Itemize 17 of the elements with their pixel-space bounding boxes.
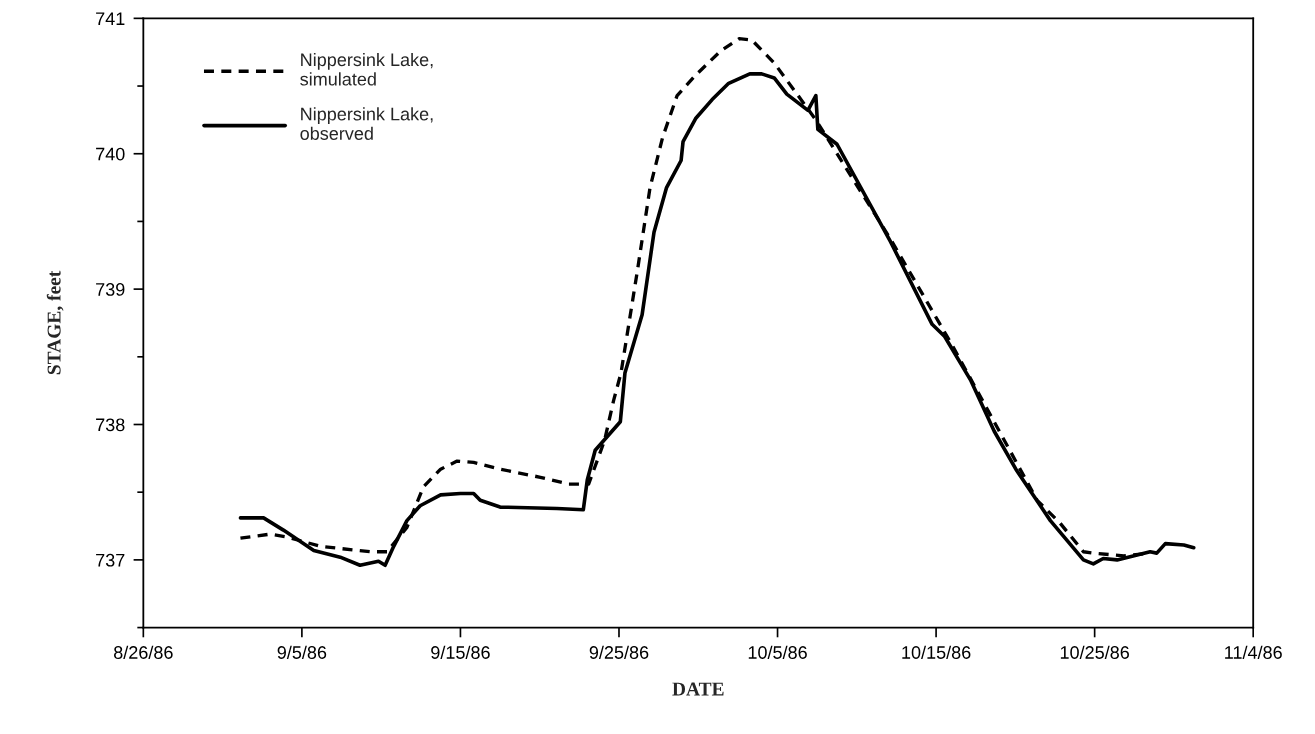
y-tick-label: 741 [96,12,125,25]
y-tick-label: 740 [96,147,125,161]
x-tick-label: 10/5/86 [748,645,807,659]
x-tick-label: 10/25/86 [1060,645,1129,659]
y-tick-label: 737 [96,553,125,567]
x-tick-label: 9/5/86 [277,645,327,659]
x-tick-label: 9/25/86 [589,645,649,659]
x-axis-title: DATE [672,682,724,696]
x-tick-label: 9/15/86 [431,645,490,659]
x-tick-label: 10/15/86 [902,645,971,659]
y-tick-label: 738 [96,418,125,432]
x-tick-label: 11/4/86 [1225,645,1282,659]
legend-label: Nippersink Lake, observed [300,107,433,140]
x-tick-label: 8/26/86 [114,645,173,659]
y-axis-title: STAGE, feet [46,270,64,375]
legend-label: Nippersink Lake, simulated [300,52,433,86]
y-tick-label: 739 [96,283,125,296]
